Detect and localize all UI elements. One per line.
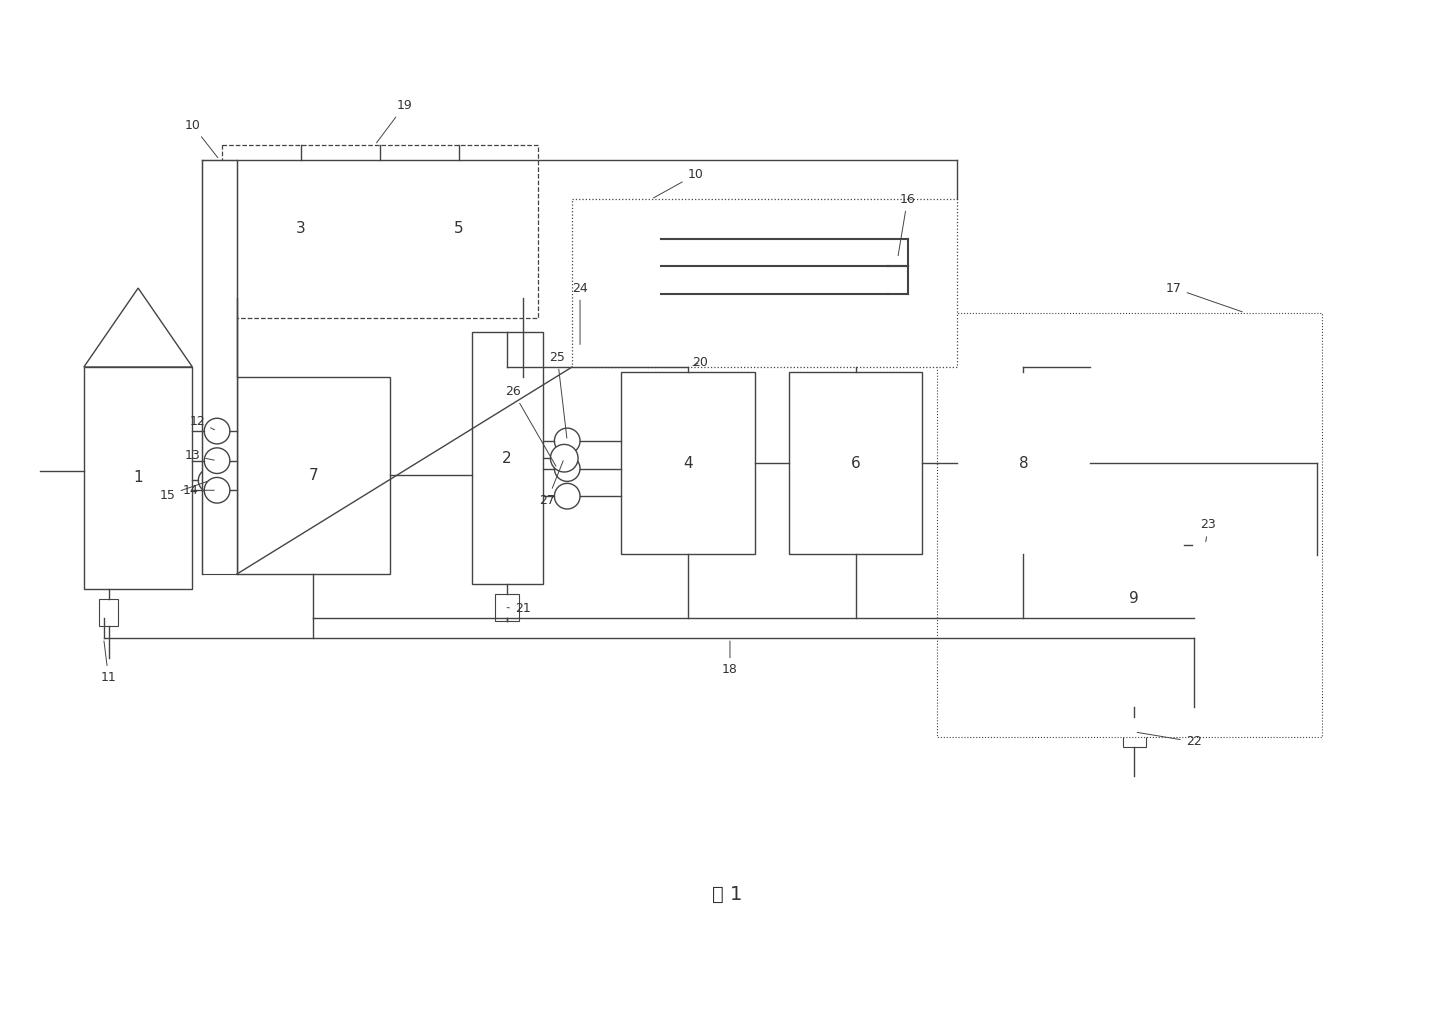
Text: 10: 10 <box>653 168 704 197</box>
Bar <box>1085 491 1184 708</box>
Text: 20: 20 <box>692 355 708 369</box>
Bar <box>237 377 390 574</box>
Text: 22: 22 <box>1137 732 1201 748</box>
Text: 25: 25 <box>550 350 567 438</box>
Circle shape <box>204 477 230 503</box>
Text: 15: 15 <box>160 482 208 502</box>
Circle shape <box>204 448 230 473</box>
Polygon shape <box>84 288 192 366</box>
Bar <box>222 145 538 318</box>
Bar <box>496 593 519 621</box>
Bar <box>621 372 755 555</box>
Circle shape <box>554 484 580 509</box>
Circle shape <box>554 456 580 482</box>
Bar <box>394 160 523 298</box>
Text: 26: 26 <box>505 385 555 466</box>
Text: 14: 14 <box>183 484 214 497</box>
Text: 19: 19 <box>377 99 413 143</box>
Circle shape <box>551 445 579 472</box>
Text: 7: 7 <box>308 468 318 483</box>
Text: 9: 9 <box>1130 591 1140 607</box>
Bar <box>957 372 1090 555</box>
Text: 21: 21 <box>507 602 531 615</box>
Text: 4: 4 <box>683 456 694 470</box>
Bar <box>84 366 192 588</box>
Circle shape <box>1192 530 1220 558</box>
Circle shape <box>198 468 222 493</box>
Text: 3: 3 <box>297 221 305 236</box>
Text: 24: 24 <box>573 282 587 344</box>
Text: 1: 1 <box>134 470 142 486</box>
Text: 2: 2 <box>502 451 512 465</box>
Text: 图 1: 图 1 <box>712 886 742 904</box>
Bar <box>471 333 542 584</box>
Bar <box>936 313 1322 737</box>
Bar <box>571 200 957 366</box>
Text: 12: 12 <box>189 414 215 430</box>
Circle shape <box>554 429 580 454</box>
Text: 8: 8 <box>1019 456 1028 470</box>
Text: 5: 5 <box>454 221 464 236</box>
Bar <box>202 160 237 574</box>
Text: 11: 11 <box>100 641 116 684</box>
Text: 10: 10 <box>185 119 218 158</box>
Text: 18: 18 <box>723 641 737 676</box>
Text: 6: 6 <box>851 456 861 470</box>
Bar <box>237 160 365 298</box>
Text: 17: 17 <box>1166 282 1242 312</box>
Bar <box>790 372 922 555</box>
Circle shape <box>204 418 230 444</box>
Bar <box>1122 717 1146 747</box>
Text: 16: 16 <box>899 192 916 256</box>
Text: 23: 23 <box>1201 518 1216 542</box>
Text: 27: 27 <box>539 461 563 507</box>
Text: 13: 13 <box>185 449 214 462</box>
Bar <box>99 599 118 626</box>
Polygon shape <box>1085 416 1184 491</box>
